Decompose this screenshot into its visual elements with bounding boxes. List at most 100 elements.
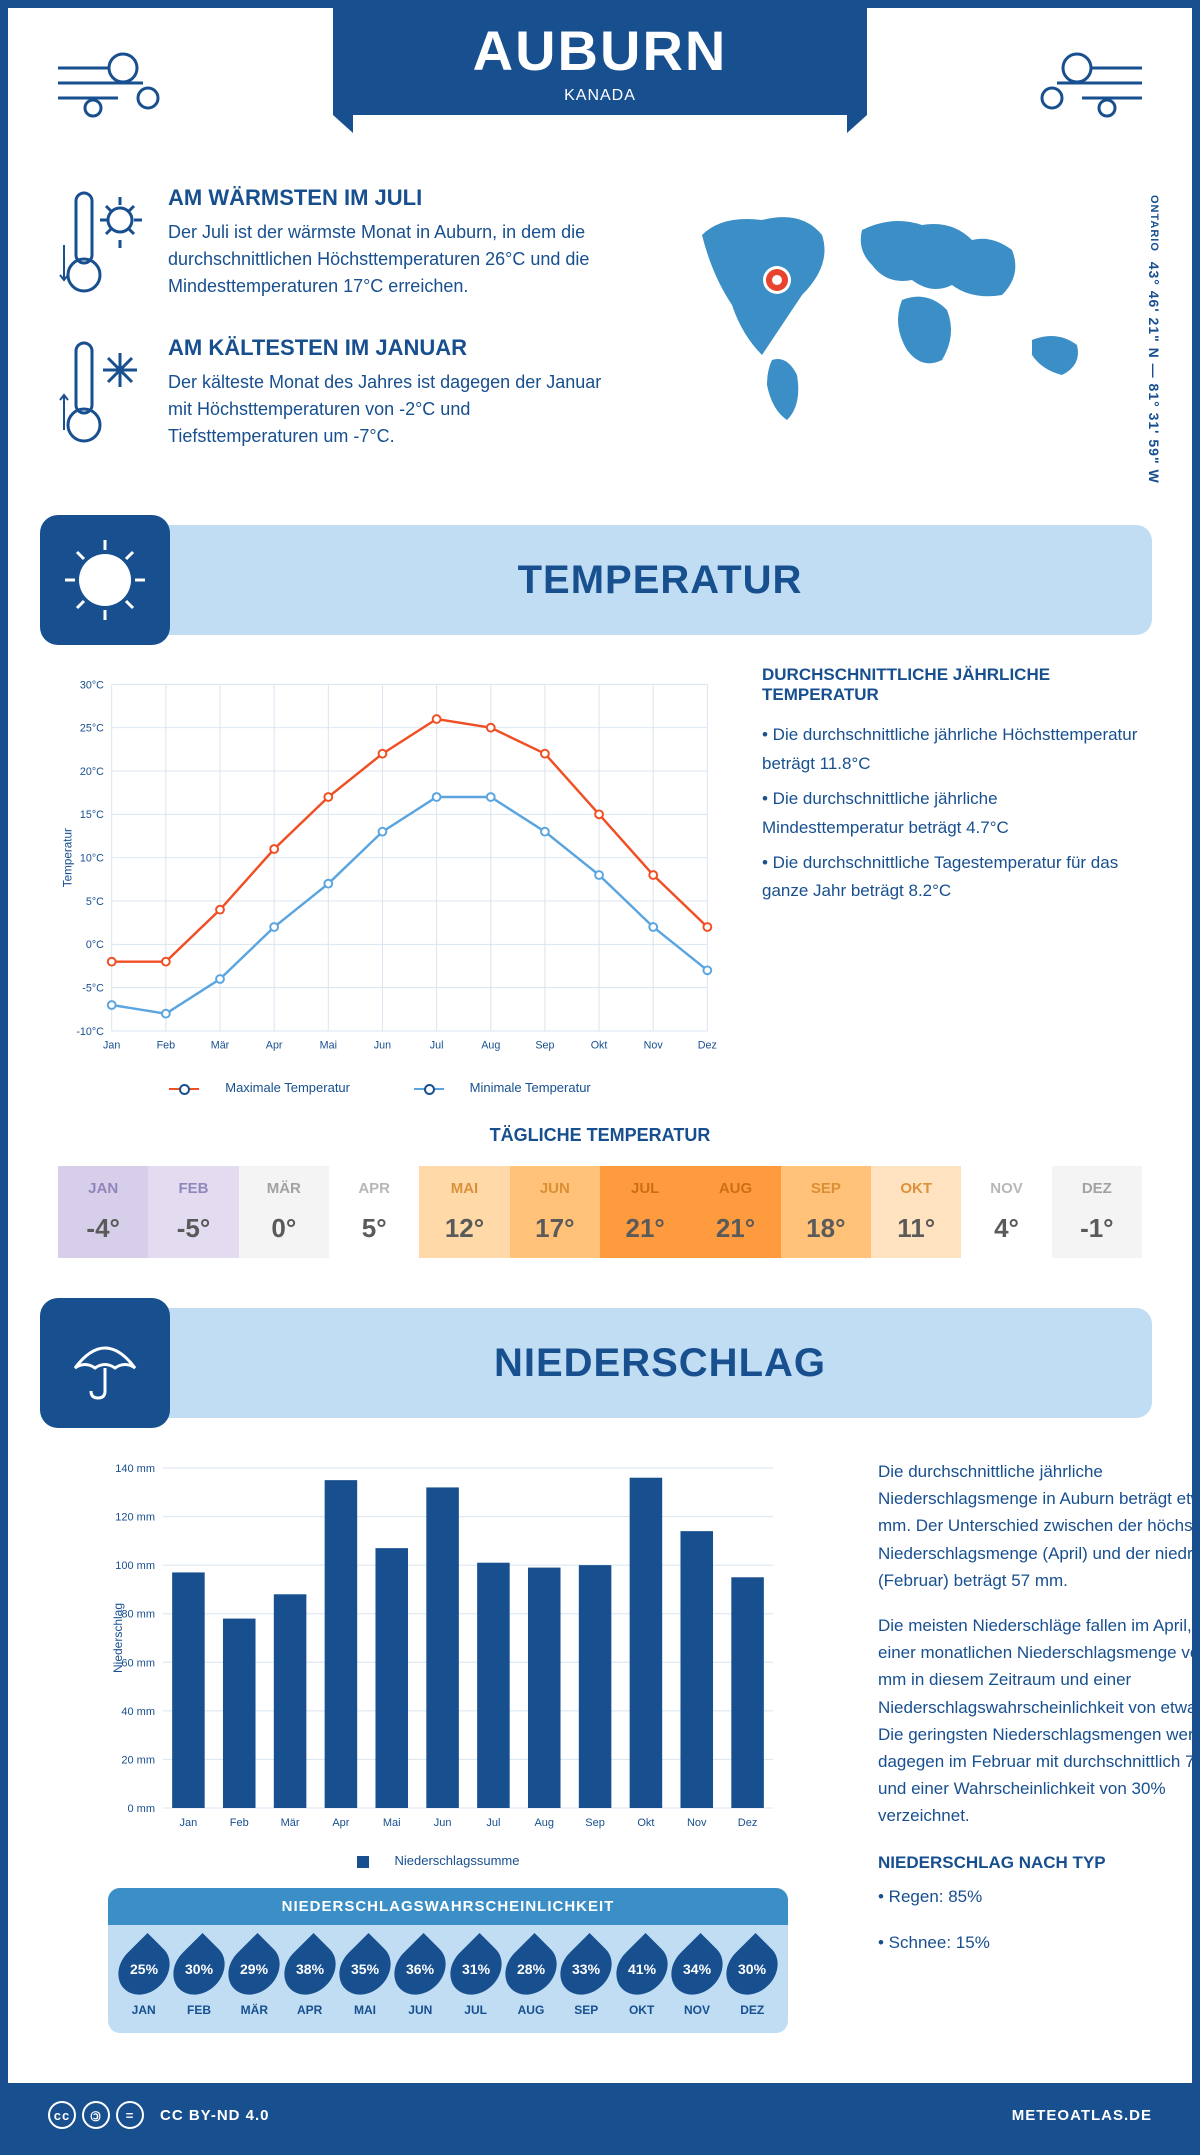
- coldest-title: AM KÄLTESTEN IM JANUAR: [168, 335, 622, 361]
- svg-text:0°C: 0°C: [86, 939, 104, 951]
- probability-drop: 36%JUN: [393, 1941, 448, 2017]
- temperature-summary: DURCHSCHNITTLICHE JÄHRLICHE TEMPERATUR •…: [762, 665, 1142, 1095]
- svg-text:140 mm: 140 mm: [115, 1463, 155, 1475]
- umbrella-icon: [40, 1298, 170, 1428]
- precipitation-heading: NIEDERSCHLAG: [168, 1341, 1152, 1386]
- probability-drop: 29%MÄR: [227, 1941, 282, 2017]
- svg-text:20°C: 20°C: [80, 766, 104, 778]
- svg-text:0 mm: 0 mm: [128, 1803, 156, 1815]
- svg-text:Nov: Nov: [687, 1817, 707, 1829]
- svg-text:80 mm: 80 mm: [121, 1609, 155, 1621]
- svg-text:120 mm: 120 mm: [115, 1512, 155, 1524]
- site-credit: METEOATLAS.DE: [1012, 2107, 1152, 2124]
- svg-text:Aug: Aug: [534, 1817, 554, 1829]
- daily-temp-cell: JUN17°: [510, 1166, 600, 1258]
- svg-text:Niederschlag: Niederschlag: [111, 1603, 125, 1673]
- svg-text:Apr: Apr: [332, 1817, 349, 1829]
- svg-text:Jul: Jul: [430, 1040, 444, 1052]
- svg-text:30°C: 30°C: [80, 679, 104, 691]
- daily-temp-cell: MÄR0°: [239, 1166, 329, 1258]
- wind-icon: [48, 38, 178, 128]
- temp-chart-legend: Maximale Temperatur Minimale Temperatur: [58, 1080, 722, 1095]
- daily-temp-cell: APR5°: [329, 1166, 419, 1258]
- temperature-section-header: TEMPERATUR: [48, 525, 1152, 635]
- daily-temp-cell: JUL21°: [600, 1166, 690, 1258]
- probability-drop: 38%APR: [282, 1941, 337, 2017]
- daily-temp-cell: OKT11°: [871, 1166, 961, 1258]
- svg-text:Temperatur: Temperatur: [62, 828, 75, 887]
- svg-text:Sep: Sep: [535, 1040, 554, 1052]
- infographic-frame: AUBURN KANADA AM WÄRMSTEN IM JULI Der Ju…: [0, 0, 1200, 2155]
- title-banner: AUBURN KANADA: [333, 0, 868, 115]
- precip-chart-legend: Niederschlagssumme: [58, 1853, 838, 1868]
- svg-text:10°C: 10°C: [80, 853, 104, 865]
- coldest-fact: AM KÄLTESTEN IM JANUAR Der kälteste Mona…: [58, 335, 622, 455]
- probability-drop: 30%DEZ: [725, 1941, 780, 2017]
- thermometer-cold-icon: [58, 335, 148, 455]
- coordinates: ONTARIO 43° 46' 21" N — 81° 31' 59" W: [1146, 195, 1162, 484]
- wind-icon: [1022, 38, 1152, 128]
- daily-temp-cell: DEZ-1°: [1052, 1166, 1142, 1258]
- svg-text:Mai: Mai: [320, 1040, 337, 1052]
- probability-drop: 34%NOV: [669, 1941, 724, 2017]
- daily-temperature-table: TÄGLICHE TEMPERATUR JAN-4°FEB-5°MÄR0°APR…: [8, 1125, 1192, 1298]
- svg-text:40 mm: 40 mm: [121, 1706, 155, 1718]
- svg-text:Jun: Jun: [434, 1817, 452, 1829]
- daily-temp-cell: SEP18°: [781, 1166, 871, 1258]
- svg-text:Jan: Jan: [180, 1817, 198, 1829]
- coldest-text: Der kälteste Monat des Jahres ist dagege…: [168, 369, 622, 450]
- svg-text:Aug: Aug: [481, 1040, 500, 1052]
- thermometer-hot-icon: [58, 185, 148, 305]
- country-name: KANADA: [473, 87, 728, 105]
- svg-text:-5°C: -5°C: [82, 983, 104, 995]
- svg-text:Okt: Okt: [637, 1817, 654, 1829]
- precipitation-bar-chart: 0 mm 20 mm 40 mm 60 mm 80 mm 100 mm 120 mm 140 …: [58, 1458, 838, 2063]
- svg-text:-10°C: -10°C: [76, 1026, 104, 1038]
- probability-drop: 41%OKT: [614, 1941, 669, 2017]
- svg-text:Jan: Jan: [103, 1040, 120, 1052]
- svg-text:Mär: Mär: [211, 1040, 230, 1052]
- daily-temp-cell: FEB-5°: [148, 1166, 238, 1258]
- probability-drop: 31%JUL: [448, 1941, 503, 2017]
- svg-text:25°C: 25°C: [80, 723, 104, 735]
- svg-text:Mär: Mär: [281, 1817, 300, 1829]
- svg-text:60 mm: 60 mm: [121, 1657, 155, 1669]
- footer: cc🄯= CC BY-ND 4.0 METEOATLAS.DE: [8, 2083, 1192, 2147]
- svg-text:Feb: Feb: [157, 1040, 176, 1052]
- svg-text:Dez: Dez: [738, 1817, 758, 1829]
- svg-text:Okt: Okt: [591, 1040, 608, 1052]
- temperature-heading: TEMPERATUR: [168, 558, 1152, 603]
- sun-icon: [40, 515, 170, 645]
- daily-temp-cell: NOV4°: [961, 1166, 1051, 1258]
- probability-drop: 33%SEP: [559, 1941, 614, 2017]
- warmest-fact: AM WÄRMSTEN IM JULI Der Juli ist der wär…: [58, 185, 622, 305]
- header: AUBURN KANADA: [8, 8, 1192, 145]
- svg-text:5°C: 5°C: [86, 896, 104, 908]
- svg-text:Jul: Jul: [486, 1817, 500, 1829]
- probability-drop: 35%MAI: [337, 1941, 392, 2017]
- svg-text:100 mm: 100 mm: [115, 1560, 155, 1572]
- daily-temp-cell: JAN-4°: [58, 1166, 148, 1258]
- city-name: AUBURN: [473, 18, 728, 83]
- svg-text:Jun: Jun: [374, 1040, 391, 1052]
- svg-text:Sep: Sep: [585, 1817, 605, 1829]
- precipitation-summary: Die durchschnittliche jährliche Niedersc…: [878, 1458, 1200, 2063]
- license-icons: cc🄯= CC BY-ND 4.0: [48, 2101, 270, 2129]
- precipitation-section-header: NIEDERSCHLAG: [48, 1308, 1152, 1418]
- svg-text:15°C: 15°C: [80, 809, 104, 821]
- svg-text:Apr: Apr: [266, 1040, 283, 1052]
- temperature-line-chart: -10°C -5°C 0°C 5°C 10°C 15°C 20°C 25°C 30°C Jan Fe…: [58, 665, 722, 1095]
- warmest-title: AM WÄRMSTEN IM JULI: [168, 185, 622, 211]
- svg-text:Nov: Nov: [644, 1040, 664, 1052]
- probability-drop: 28%AUG: [503, 1941, 558, 2017]
- svg-text:Feb: Feb: [230, 1817, 249, 1829]
- svg-text:Dez: Dez: [698, 1040, 717, 1052]
- svg-text:20 mm: 20 mm: [121, 1754, 155, 1766]
- precipitation-probability: NIEDERSCHLAGSWAHRSCHEINLICHKEIT 25%JAN30…: [108, 1888, 788, 2033]
- intro-section: AM WÄRMSTEN IM JULI Der Juli ist der wär…: [8, 145, 1192, 515]
- warmest-text: Der Juli ist der wärmste Monat in Auburn…: [168, 219, 622, 300]
- probability-drop: 30%FEB: [171, 1941, 226, 2017]
- world-map: ONTARIO 43° 46' 21" N — 81° 31' 59" W: [662, 185, 1142, 485]
- probability-drop: 25%JAN: [116, 1941, 171, 2017]
- daily-temp-cell: MAI12°: [419, 1166, 509, 1258]
